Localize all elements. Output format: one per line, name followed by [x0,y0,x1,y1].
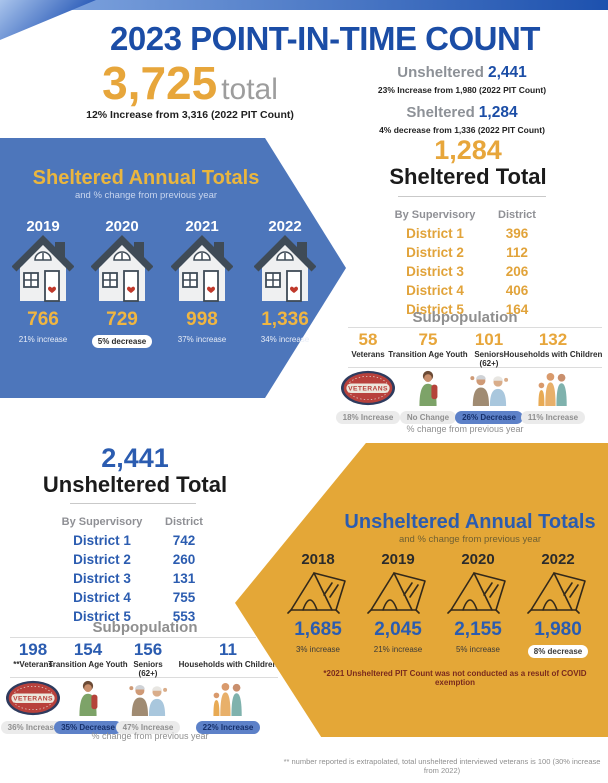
change-pill: 22% Increase [195,721,261,734]
youth-icon [79,680,98,716]
change-badge: 21% increase [18,335,68,344]
subpop-unsheltered-households: 11 Households with Children 22% Increase [178,640,278,734]
change-badge: 21% increase [373,645,423,654]
tent-icon [447,572,506,614]
total-label: total [221,73,278,106]
change-badge: 37% increase [177,335,227,344]
table-row: District 2 260 [73,552,196,567]
tent-icon [367,572,426,614]
family-icon [213,683,242,716]
sheltered-district-table: By Supervisory District District 1 396 Di… [385,205,549,319]
divider [70,503,196,504]
table-row: District 5 164 [406,302,529,317]
change-badge: 8% decrease [527,645,589,658]
table-row: District 4 755 [73,590,196,605]
table-row: District 2 112 [406,245,528,260]
change-pill: 35% Decrease [54,721,122,734]
divider [398,196,546,197]
house-icon [171,235,233,302]
subpop-sheltered-seniors: 101 Seniors (62+) 26% Decrease [455,330,523,424]
page-title: 2023 POINT-IN-TIME COUNT [110,20,540,57]
summary-unsheltered-change: 23% Increase from 1,980 (2022 PIT Count) [377,85,547,95]
table-row: District 1 396 [406,226,529,241]
change-pill: 11% Increase [520,411,586,424]
top-bar [0,0,608,10]
svg-text:VETERANS: VETERANS [13,696,53,703]
unsheltered-annual-title: Unsheltered Annual Totals [344,511,596,533]
subpop-sheltered-veterans: 58 Veterans VETERANS 18% Increase [335,330,401,424]
house-icon [91,235,153,302]
table-header: By Supervisory District [394,208,536,221]
sheltered-annual-title: Sheltered Annual Totals [32,167,260,189]
sheltered-total-value: 1,284 [434,135,502,165]
subpop-sheltered-youth: 75 Transition Age Youth No Change [388,330,468,424]
total-count: 3,725 [102,57,218,109]
sheltered-year-2022: 2022 1,336 34% increase [247,218,323,344]
family-icon [538,373,567,406]
unsheltered-year-2020: 2020 2,155 5% increase [439,551,517,654]
table-row: District 1 742 [73,533,196,548]
change-pill: 18% Increase [335,411,401,424]
summary-sheltered-change: 4% decrease from 1,336 (2022 PIT Count) [379,125,545,135]
unsheltered-annual-footnote: *2021 Unsheltered PIT Count was not cond… [323,669,587,687]
unsheltered-subpop-title: Subpopulation [92,619,198,636]
unsheltered-total-value: 2,441 [101,443,169,473]
hairline [348,367,602,368]
house-icon [12,235,74,302]
change-pill: 36% Increase [0,721,66,734]
table-row: District 3 206 [406,264,529,279]
subpop-unsheltered-veterans: 198 **Veterans VETERANS 36% Increase [0,640,66,734]
change-pill: 47% Increase [115,721,181,734]
tent-icon [287,572,346,614]
unsheltered-year-2019: 2019 2,045 21% increase [359,551,437,654]
table-row: District 4 406 [406,283,529,298]
veterans-badge-icon: VETERANS [6,680,60,716]
sheltered-total-block: 1,284 Sheltered Total [368,136,568,190]
unsheltered-total-title: Unsheltered Total [42,472,228,498]
youth-icon [419,370,438,406]
table-header: By Supervisory District [61,515,203,528]
unsheltered-year-2018: 2018 1,685 3% increase [279,551,357,654]
sheltered-subpop-note: % change from previous year [406,424,524,434]
unsheltered-year-2022: 2022 1,980 8% decrease [519,551,597,658]
subpop-unsheltered-youth: 154 Transition Age Youth 35% Decrease [48,640,128,734]
hairline [10,677,278,678]
total-change: 12% Increase from 3,316 (2022 PIT Count) [86,109,294,121]
unsheltered-district-table: By Supervisory District District 1 742 Di… [52,512,216,626]
sheltered-subpop-title: Subpopulation [412,309,518,326]
house-icon [254,235,316,302]
summary-block: Unsheltered 2,441 23% Increase from 1,980… [352,64,572,144]
unsheltered-annual-subtitle: and % change from previous year [398,534,542,545]
change-pill: No Change [399,411,457,424]
footer-note: ** number reported is extrapolated, tota… [283,757,601,775]
unsheltered-total-block: 2,441 Unsheltered Total [30,444,240,498]
unsheltered-subpop-note: % change from previous year [91,731,209,741]
svg-text:VETERANS: VETERANS [348,386,388,393]
change-badge: 5% decrease [91,335,153,348]
hairline [348,327,602,328]
summary-unsheltered: Unsheltered 2,441 [397,64,527,81]
table-row: District 5 553 [73,609,196,624]
sheltered-year-2020: 2020 729 5% decrease [84,218,160,348]
subpop-unsheltered-seniors: 156 Seniors (62+) 47% Increase [115,640,181,734]
total-count-block: 3,725 total 12% Increase from 3,316 (2022… [45,60,335,121]
change-badge: 34% increase [260,335,310,344]
hairline [10,637,256,638]
veterans-badge-icon: VETERANS [341,370,395,406]
change-badge: 5% increase [455,645,501,654]
table-row: District 3 131 [73,571,196,586]
seniors-icon [470,374,509,406]
change-pill: 26% Decrease [455,411,523,424]
subpop-sheltered-households: 132 Households with Children 11% Increas… [503,330,603,424]
tent-icon [527,572,586,614]
sheltered-year-2021: 2021 998 37% increase [164,218,240,344]
change-badge: 3% increase [295,645,341,654]
sheltered-total-title: Sheltered Total [389,164,547,190]
sheltered-annual-subtitle: and % change from previous year [74,190,218,201]
seniors-icon [129,684,168,716]
sheltered-year-2019: 2019 766 21% increase [5,218,81,344]
summary-sheltered: Sheltered 1,284 [406,104,518,121]
